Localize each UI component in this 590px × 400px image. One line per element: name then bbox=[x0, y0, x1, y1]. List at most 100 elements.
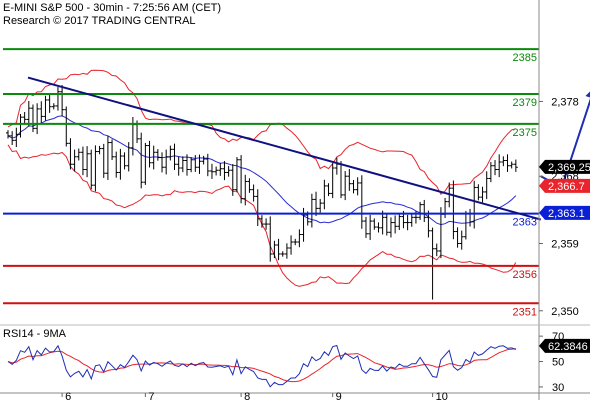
ohlc-bar bbox=[64, 106, 69, 147]
ohlc-bar bbox=[513, 159, 518, 172]
time-tick-label: 7 bbox=[148, 391, 154, 400]
ohlc-bar bbox=[409, 213, 414, 227]
ohlc-bar bbox=[330, 163, 335, 199]
ohlc-bar bbox=[351, 180, 356, 194]
ohlc-bar bbox=[18, 113, 23, 138]
ohlc-bar bbox=[184, 154, 189, 176]
ohlc-bar bbox=[193, 155, 198, 172]
ohlc-bar bbox=[214, 166, 219, 176]
moving-average-line bbox=[7, 115, 517, 226]
ohlc-bar bbox=[230, 164, 235, 196]
ohlc-bar bbox=[472, 180, 477, 229]
ohlc-bar bbox=[280, 251, 285, 257]
rsi-badge-text: 62.3846 bbox=[548, 341, 588, 353]
ohlc-bar bbox=[451, 180, 456, 240]
ohlc-bar bbox=[85, 146, 90, 178]
ohlc-bar bbox=[72, 149, 77, 172]
ohlc-bar bbox=[10, 131, 15, 146]
bollinger-upper-band bbox=[7, 69, 516, 195]
level-label-2379: 2379 bbox=[513, 97, 537, 109]
ohlc-bar bbox=[110, 139, 115, 160]
time-tick-label: 6 bbox=[65, 391, 71, 400]
ohlc-bar bbox=[422, 199, 427, 223]
ohlc-bar bbox=[426, 210, 431, 238]
ohlc-bar bbox=[130, 116, 135, 156]
ohlc-bar bbox=[126, 142, 131, 172]
current-price-badge-box bbox=[539, 159, 590, 174]
pivot-badge: 2,363.1 bbox=[539, 205, 590, 220]
pivot-badge-box bbox=[539, 205, 590, 220]
ohlc-bar bbox=[272, 240, 277, 259]
ohlc-bar bbox=[251, 184, 256, 202]
ohlc-bar bbox=[118, 148, 123, 180]
price-levels: 2385 2379 2375 2363 2356 2351 bbox=[3, 48, 539, 318]
price-tick-label: 2,359 bbox=[551, 239, 579, 251]
ohlc-bar bbox=[160, 152, 165, 173]
ohlc-bar bbox=[243, 174, 248, 206]
ohlc-bar bbox=[276, 238, 281, 261]
ohlc-bar bbox=[384, 214, 389, 236]
price-tick-label: 2,350 bbox=[551, 306, 579, 318]
ohlc-bar bbox=[172, 143, 177, 170]
ohlc-bar bbox=[143, 142, 148, 185]
level-label-2375: 2375 bbox=[513, 127, 537, 139]
ohlc-bar bbox=[222, 161, 227, 181]
bollinger-mid-badge-box bbox=[539, 178, 590, 193]
ohlc-bar bbox=[43, 95, 48, 121]
ohlc-bar bbox=[459, 230, 464, 250]
ohlc-bar bbox=[264, 218, 269, 230]
current-price-badge-text: 2,369.25 bbox=[548, 162, 590, 174]
ohlc-bar bbox=[347, 169, 352, 191]
ohlc-bar bbox=[14, 127, 19, 148]
ohlc-bar bbox=[22, 111, 27, 125]
rsi-badge-box bbox=[539, 338, 590, 353]
ohlc-bar bbox=[201, 155, 206, 165]
price-tick-label: 2,378 bbox=[551, 96, 579, 108]
ohlc-bar bbox=[218, 163, 223, 176]
forecast-arrow-head bbox=[585, 91, 590, 98]
rsi-current-badge: 62.3846 bbox=[539, 338, 590, 353]
chart-title: E-MINI S&P 500 - 30min - 7:25:56 AM (CET… bbox=[3, 2, 222, 14]
time-tick-label: 8 bbox=[244, 391, 250, 400]
ohlc-bar bbox=[234, 157, 239, 193]
ohlc-bar bbox=[155, 149, 160, 161]
current-price-badge: 2,369.25 bbox=[539, 159, 590, 174]
ohlc-bar bbox=[363, 216, 368, 238]
ohlc-bar bbox=[6, 130, 10, 139]
ohlc-bar bbox=[497, 154, 502, 178]
ohlc-bar bbox=[393, 215, 398, 234]
ohlc-bar bbox=[60, 85, 65, 117]
ohlc-bar bbox=[226, 166, 231, 177]
ohlc-bar bbox=[397, 212, 402, 230]
time-tick-label: 10 bbox=[436, 391, 448, 400]
ohlc-bar bbox=[359, 175, 364, 229]
ohlc-bar bbox=[89, 149, 94, 190]
ohlc-bar bbox=[80, 146, 85, 176]
ohlc-bar bbox=[105, 135, 110, 180]
ohlc-bar bbox=[139, 132, 144, 189]
ohlc-bar bbox=[326, 183, 331, 197]
rsi-label: RSI14 - 9MA bbox=[3, 328, 67, 340]
bollinger-mid-badge-text: 2,366.7 bbox=[548, 181, 585, 193]
ohlc-bar bbox=[372, 218, 377, 230]
rsi-tick-label: 30 bbox=[552, 382, 564, 394]
ohlc-bar bbox=[368, 214, 373, 240]
ohlc-bar bbox=[480, 186, 485, 203]
ohlc-bar bbox=[484, 171, 489, 200]
ohlc-bar bbox=[297, 229, 302, 248]
ohlc-bar bbox=[176, 156, 181, 176]
ohlc-bar bbox=[122, 152, 127, 170]
level-label-2351: 2351 bbox=[513, 306, 537, 318]
ohlc-bar bbox=[168, 145, 173, 161]
ohlc-bar bbox=[468, 208, 473, 227]
copyright-line: Research © 2017 TRADING CENTRAL bbox=[3, 15, 196, 27]
ohlc-bar bbox=[114, 151, 119, 178]
ohlc-bar bbox=[355, 177, 360, 196]
rsi-line bbox=[7, 344, 516, 388]
ohlc-bar bbox=[343, 171, 348, 201]
ohlc-bar bbox=[443, 197, 448, 219]
ohlc-bar bbox=[205, 153, 210, 177]
ohlc-bar bbox=[505, 154, 510, 172]
